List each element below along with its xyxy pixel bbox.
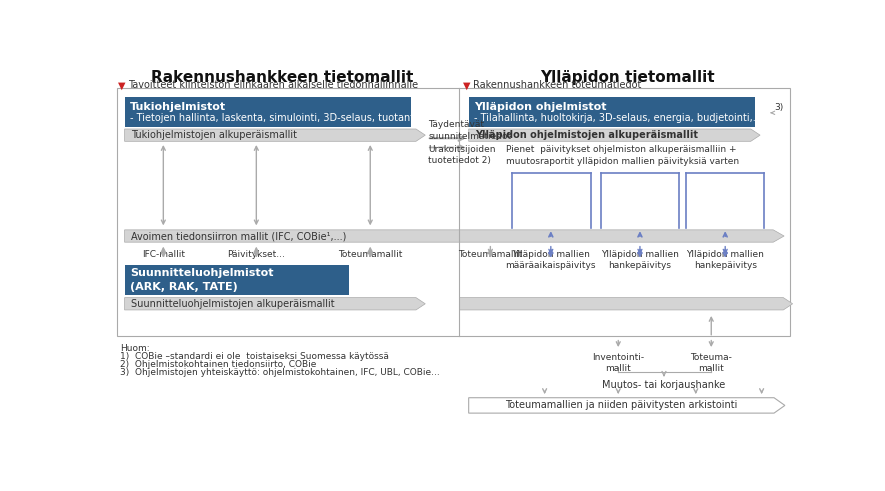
- Bar: [117, 88, 790, 336]
- Text: Suunnitteluohjelmistot
(ARK, RAK, TATE): Suunnitteluohjelmistot (ARK, RAK, TATE): [130, 268, 273, 292]
- Text: Ylläpidon tietomallit: Ylläpidon tietomallit: [540, 70, 715, 85]
- Text: Rakennushankkeen toteumatiedot: Rakennushankkeen toteumatiedot: [473, 81, 641, 90]
- Text: 3): 3): [774, 103, 783, 112]
- Text: Tukiohjelmistot: Tukiohjelmistot: [130, 102, 227, 111]
- Text: Toteumamallit: Toteumamallit: [458, 250, 522, 259]
- Text: Toteuma-
mallit: Toteuma- mallit: [690, 353, 732, 373]
- Text: Ylläpidon ohjelmistojen alkuperäismallit: Ylläpidon ohjelmistojen alkuperäismallit: [475, 130, 698, 140]
- Text: Ylläpidon mallien
hankepäivitys: Ylläpidon mallien hankepäivitys: [601, 250, 679, 270]
- Polygon shape: [459, 298, 793, 310]
- Text: Avoimen tiedonsiirron mallit (IFC, COBie¹,...): Avoimen tiedonsiirron mallit (IFC, COBie…: [131, 231, 346, 241]
- Text: Tukiohjelmistojen alkuperäismallit: Tukiohjelmistojen alkuperäismallit: [131, 130, 296, 140]
- Text: ▼: ▼: [463, 81, 471, 90]
- Text: Rakennushankkeen tietomallit: Rakennushankkeen tietomallit: [151, 70, 414, 85]
- Polygon shape: [125, 230, 784, 242]
- Text: Pienet  päivitykset ohjelmiston alkuperäismalliin +
muutosraportit ylläpidon mal: Pienet päivitykset ohjelmiston alkuperäi…: [506, 145, 739, 166]
- Text: Päivitykset...: Päivitykset...: [227, 250, 285, 259]
- Polygon shape: [125, 129, 426, 141]
- Bar: [125, 265, 350, 295]
- Text: ▼: ▼: [119, 81, 126, 90]
- Text: IFC-mallit: IFC-mallit: [142, 250, 185, 259]
- Text: Ylläpidon mallien
hankepäivitys: Ylläpidon mallien hankepäivitys: [686, 250, 764, 270]
- Text: - Tietojen hallinta, laskenta, simulointi, 3D-selaus, tuotanto,...: - Tietojen hallinta, laskenta, simuloint…: [130, 113, 432, 123]
- Text: Inventointi-
mallit: Inventointi- mallit: [592, 353, 644, 373]
- Text: 1)  COBie –standardi ei ole  toistaiseksi Suomessa käytössä: 1) COBie –standardi ei ole toistaiseksi …: [120, 352, 389, 361]
- Bar: [469, 97, 756, 127]
- Text: Tavoitteet kiinteistön elinkaaren aikaiselle tiedonhallinnalle: Tavoitteet kiinteistön elinkaaren aikais…: [127, 81, 418, 90]
- Text: Muutos- tai korjaushanke: Muutos- tai korjaushanke: [603, 380, 726, 390]
- Text: Huom:: Huom:: [120, 344, 150, 353]
- Polygon shape: [469, 398, 785, 413]
- Bar: [125, 97, 412, 127]
- Text: Urakoitsijoiden
tuotetiedot 2): Urakoitsijoiden tuotetiedot 2): [428, 145, 496, 165]
- Text: 2)  Ohjelmistokohtainen tiedonsiirto, COBie: 2) Ohjelmistokohtainen tiedonsiirto, COB…: [120, 360, 316, 369]
- Text: Ylläpidon mallien
määräaikaispäivitys: Ylläpidon mallien määräaikaispäivitys: [505, 250, 596, 270]
- Text: Ylläpidon ohjelmistot: Ylläpidon ohjelmistot: [474, 102, 606, 111]
- Text: Toteumamallit: Toteumamallit: [338, 250, 403, 259]
- Text: Toteumamallien ja niiden päivitysten arkistointi: Toteumamallien ja niiden päivitysten ark…: [505, 401, 737, 410]
- Text: 3)  Ohjelmistojen yhteiskäyttö: ohjelmistokohtainen, IFC, UBL, COBie...: 3) Ohjelmistojen yhteiskäyttö: ohjelmist…: [120, 368, 440, 377]
- Text: - Tilahallinta, huoltokirja, 3D-selaus, energia, budjetointi,...: - Tilahallinta, huoltokirja, 3D-selaus, …: [474, 113, 762, 123]
- Text: Täydentävät
suunnitelmatiedot: Täydentävät suunnitelmatiedot: [428, 120, 512, 140]
- Text: Suunnitteluohjelmistojen alkuperäismallit: Suunnitteluohjelmistojen alkuperäismalli…: [131, 299, 335, 309]
- Polygon shape: [125, 298, 426, 310]
- Polygon shape: [469, 129, 760, 141]
